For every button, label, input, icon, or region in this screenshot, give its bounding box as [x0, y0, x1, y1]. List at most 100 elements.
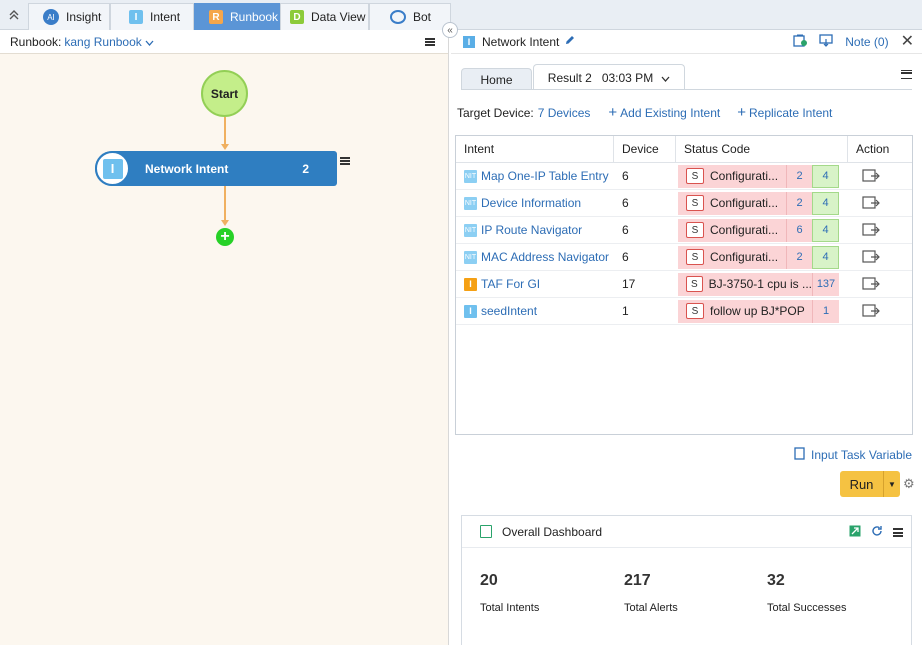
status-fail-count[interactable]: 6 — [786, 218, 812, 242]
tab-intent[interactable]: I Intent — [110, 3, 194, 30]
intent-link[interactable]: MAC Address Navigator — [481, 250, 610, 264]
device-count: 17 — [622, 277, 636, 291]
gear-icon[interactable]: ⚙ — [903, 476, 915, 491]
result-tab-label: Result 2 03:03 PM — [547, 70, 654, 85]
tab-data-view[interactable]: D Data View — [280, 3, 369, 30]
intent-node-count: 2 — [302, 161, 309, 176]
collapse-up-icon[interactable] — [0, 4, 28, 26]
tab-home[interactable]: Home — [461, 68, 532, 90]
runbook-selector[interactable]: kang Runbook — [64, 34, 142, 49]
col-intent[interactable]: Intent — [456, 135, 614, 163]
collapse-left-icon[interactable]: « — [442, 22, 458, 38]
status-fail-count[interactable]: 137 — [812, 272, 839, 296]
dashboard-icon — [480, 525, 492, 538]
action-export-icon[interactable] — [848, 163, 908, 190]
status-text[interactable]: Configurati... — [710, 196, 779, 210]
plus-icon[interactable]: + — [608, 104, 618, 121]
status-text[interactable]: Configurati... — [710, 223, 779, 237]
close-icon[interactable]: ✕ — [900, 33, 914, 50]
table-row: NIT Map One-IP Table Entry 6 S Configurati… — [456, 163, 912, 190]
status-text[interactable]: Configurati... — [710, 169, 779, 183]
intent-link[interactable]: IP Route Navigator — [481, 223, 583, 237]
intent-link[interactable]: seedIntent — [481, 304, 538, 318]
action-export-icon[interactable] — [848, 298, 908, 325]
tab-runbook[interactable]: R Runbook — [194, 3, 280, 30]
panel-header: I Network Intent — [451, 30, 922, 54]
status-ok-count[interactable]: 4 — [812, 245, 839, 269]
action-export-icon[interactable] — [848, 244, 908, 271]
status-fail-count[interactable]: 2 — [786, 245, 812, 269]
col-action[interactable]: Action — [856, 142, 890, 156]
result-menu-icon[interactable] — [901, 70, 912, 79]
panel-title: Network Intent — [482, 34, 560, 49]
run-button[interactable]: Run ▼ — [840, 471, 900, 497]
action-export-icon[interactable] — [848, 190, 908, 217]
tab-result[interactable]: Result 2 03:03 PM — [533, 64, 685, 90]
status-text[interactable]: Configurati... — [710, 250, 779, 264]
target-device-link[interactable]: 7 Devices — [537, 105, 591, 120]
add-node-icon[interactable]: + — [216, 228, 234, 246]
stat-label: Total Intents — [480, 602, 540, 614]
connector-line — [224, 186, 226, 222]
status-fail-count[interactable]: 2 — [786, 191, 812, 215]
note-link[interactable]: Note (0) — [845, 35, 889, 49]
dashboard-header: Overall Dashboard — [462, 516, 911, 548]
dashboard-title: Overall Dashboard — [502, 524, 603, 539]
seed-intent-icon: I — [464, 304, 477, 318]
input-task-variable-button[interactable]: Input Task Variable — [794, 447, 912, 463]
status-ok-count[interactable]: 4 — [812, 218, 839, 242]
tab-bot[interactable]: Bot — [369, 3, 451, 30]
dashboard-menu-icon[interactable] — [893, 528, 903, 537]
start-node[interactable]: Start — [201, 70, 248, 117]
status-s-icon: S — [686, 303, 704, 319]
present-icon[interactable] — [819, 34, 833, 50]
replicate-intent-button[interactable]: Replicate Intent — [748, 105, 833, 120]
chevron-down-icon[interactable] — [661, 71, 670, 85]
chevron-down-icon[interactable] — [145, 35, 154, 49]
stat-label: Total Successes — [767, 602, 847, 614]
open-external-icon[interactable] — [849, 525, 861, 540]
table-row: NIT MAC Address Navigator 6 S Configurati.… — [456, 244, 912, 271]
tab-insight[interactable]: AI Insight — [28, 3, 110, 30]
plus-icon[interactable]: + — [737, 104, 746, 121]
target-device-label: Target Device: — [457, 105, 534, 120]
col-device[interactable]: Device — [614, 135, 676, 163]
add-existing-intent-button[interactable]: Add Existing Intent — [620, 105, 721, 120]
tab-label: Bot — [413, 10, 432, 24]
nit-icon: NIT — [464, 196, 477, 210]
network-intent-node[interactable]: I Network Intent 2 — [95, 151, 337, 186]
intent-result-table: Intent Device Status Code Action NIT Map … — [455, 135, 913, 435]
run-dropdown-caret-icon[interactable]: ▼ — [883, 471, 900, 497]
nit-icon: NIT — [464, 223, 477, 237]
nit-icon: NIT — [464, 169, 477, 183]
intent-icon: I — [463, 35, 475, 48]
info-book-icon[interactable] — [793, 34, 808, 50]
col-status-code[interactable]: Status Code — [676, 135, 848, 163]
edit-pencil-icon[interactable] — [564, 34, 576, 49]
arrow-icon — [221, 144, 229, 150]
status-text[interactable]: follow up BJ*POP — [710, 304, 805, 318]
stat-total-successes: 32 Total Successes — [767, 572, 846, 614]
tab-label: Runbook — [230, 10, 279, 24]
dashboard-tools — [849, 525, 903, 540]
menu-icon[interactable] — [425, 38, 435, 46]
intent-link[interactable]: Device Information — [481, 196, 582, 210]
status-ok-count[interactable]: 4 — [812, 164, 839, 188]
node-menu-icon[interactable] — [340, 157, 350, 165]
runbook-canvas-panel: Runbook: kang Runbook Start I Network In… — [0, 30, 449, 645]
action-export-icon[interactable] — [848, 271, 908, 298]
intent-link[interactable]: Map One-IP Table Entry — [481, 169, 609, 183]
status-fail-count[interactable]: 1 — [812, 299, 839, 323]
stat-value: 20 — [480, 572, 498, 589]
device-count: 6 — [622, 223, 629, 237]
refresh-icon[interactable] — [871, 525, 883, 540]
status-fail-count[interactable]: 2 — [786, 164, 812, 188]
bot-icon — [390, 10, 406, 24]
status-ok-count[interactable]: 4 — [812, 191, 839, 215]
clipboard-icon — [794, 447, 805, 463]
status-text[interactable]: BJ-3750-1 cpu is ... — [708, 277, 812, 291]
action-export-icon[interactable] — [848, 217, 908, 244]
intent-link[interactable]: TAF For GI — [481, 277, 541, 291]
intent-orange-icon: I — [464, 277, 477, 291]
